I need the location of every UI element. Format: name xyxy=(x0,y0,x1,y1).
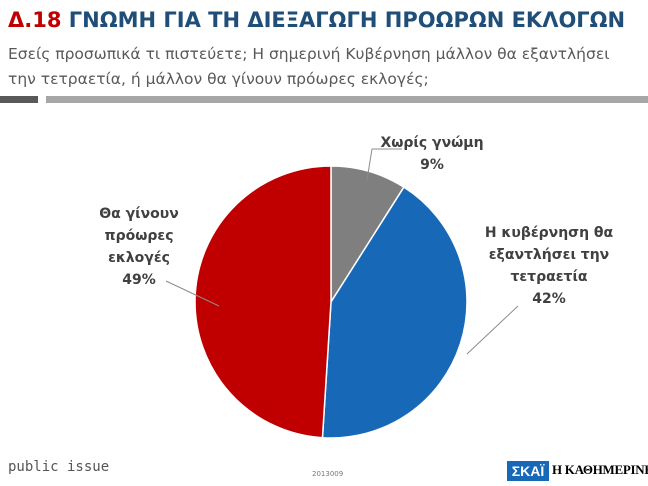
question-number: Δ.18 xyxy=(8,8,62,32)
skai-logo: ΣΚΑΪ xyxy=(507,461,549,481)
data-label-value: 49% xyxy=(122,272,156,288)
data-label-value: 42% xyxy=(532,291,566,307)
divider-light xyxy=(46,96,648,103)
question-title: ΓΝΩΜΗ ΓΙΑ ΤΗ ΔΙΕΞΑΓΩΓΗ ΠΡΟΩΡΩΝ ΕΚΛΟΓΩΝ xyxy=(68,8,626,32)
divider-dark xyxy=(0,96,38,103)
kathimerini-logo: Η ΚΑΘΗΜΕΡΙΝΗ xyxy=(552,462,648,477)
data-label-text: πρόωρες xyxy=(105,228,174,244)
pie-slice-2 xyxy=(321,186,468,439)
data-label-text: Θα γίνουν xyxy=(99,206,179,222)
data-label-2: Η κυβέρνηση θα εξαντλήσει την τετραετία 42% xyxy=(485,225,614,307)
leader-line-3 xyxy=(165,280,220,307)
question-text: Εσείς προσωπικά τι πιστεύετε; Η σημερινή… xyxy=(8,45,610,88)
data-label-text: εξαντλήσει την xyxy=(489,247,609,263)
data-label-3: Θα γίνουν πρόωρες εκλογές 49% xyxy=(99,206,179,288)
survey-code: 2013009 xyxy=(312,470,344,478)
leader-line-1 xyxy=(366,148,402,181)
data-label-text: Η κυβέρνηση θα xyxy=(485,225,614,241)
data-label-1: Χωρίς γνώμη 9% xyxy=(380,135,483,173)
pie-slice-3 xyxy=(194,165,332,439)
data-label-text: Χωρίς γνώμη xyxy=(380,135,483,151)
source-label: public issue xyxy=(8,459,110,475)
leader-line-2 xyxy=(466,305,519,355)
data-label-value: 9% xyxy=(420,157,444,173)
page-title: Δ.18 ΓΝΩΜΗ ΓΙΑ ΤΗ ΔΙΕΞΑΓΩΓΗ ΠΡΟΩΡΩΝ ΕΚΛΟ… xyxy=(8,8,625,32)
data-label-text: εκλογές xyxy=(108,250,170,266)
data-label-text: τετραετία xyxy=(510,269,587,285)
